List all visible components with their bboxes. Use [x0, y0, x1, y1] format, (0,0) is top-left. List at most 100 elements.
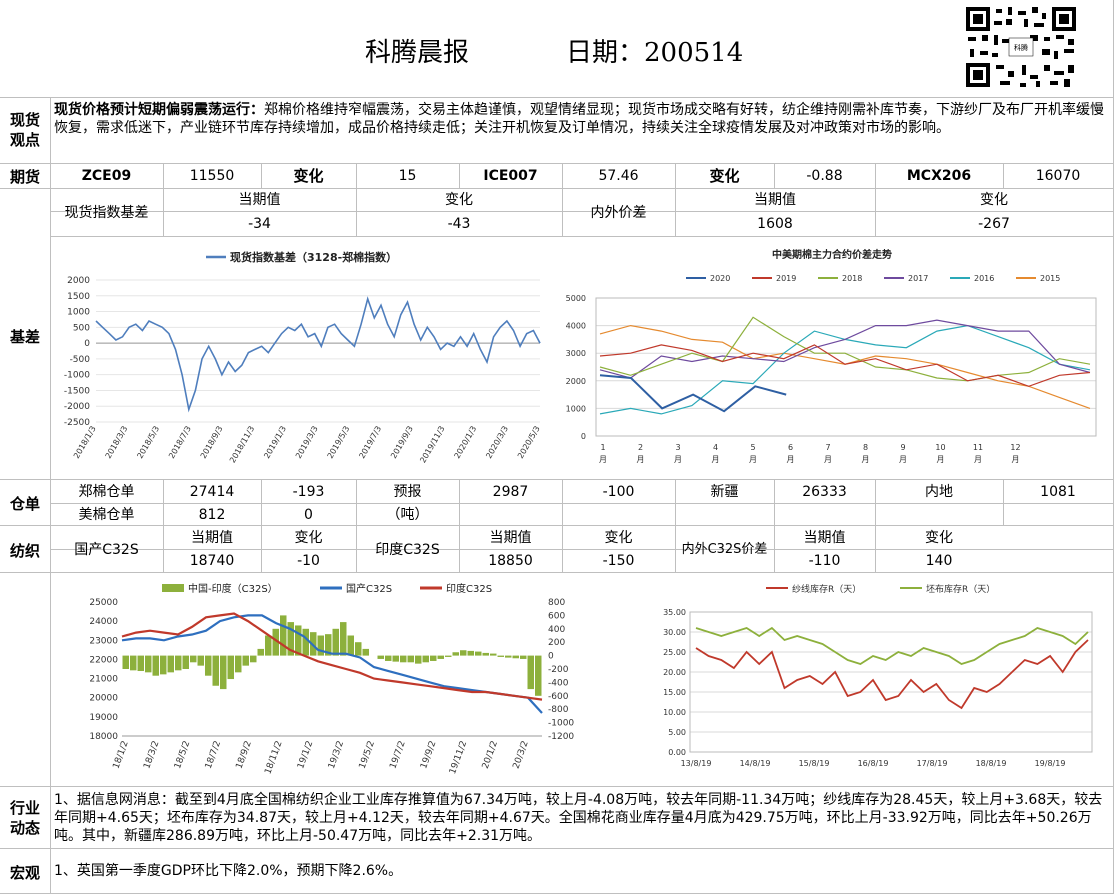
bar-spread [497, 655, 504, 657]
macro-news-text: 1、英国第一季度GDP环比下降2.0%，预期下降2.6%。 [54, 863, 403, 879]
y-right-tick-label: -800 [548, 705, 569, 715]
x-tick-label: 18/5/2 [173, 740, 192, 771]
y-left-tick-label: 19000 [89, 713, 118, 723]
x-tick-label: 2019/5/3 [326, 425, 352, 461]
y-tick-label: 4000 [566, 322, 586, 331]
x-tick-label: 2019/1/3 [262, 425, 288, 461]
bar-spread [272, 628, 279, 656]
x-tick-number: 10 [935, 443, 945, 452]
domestic-change-value: -10 [297, 553, 320, 569]
x-tick-unit: 月 [862, 455, 870, 464]
bar-spread [257, 648, 264, 656]
india-c32s-label: 印度C32S [375, 542, 440, 558]
bar-spread [422, 655, 429, 663]
domestic-current-value: 18740 [189, 553, 235, 569]
x-tick-label: 19/8/19 [1035, 759, 1066, 768]
x-tick-label: 18/7/2 [204, 740, 223, 771]
legend-label: 现货指数基差（3128-郑棉指数） [230, 250, 397, 264]
bar-spread [392, 655, 399, 662]
x-tick-label: 2018/9/3 [199, 425, 225, 461]
warehouse-section-label: 仓单 [9, 495, 40, 513]
y-left-tick-label: 21000 [89, 675, 118, 685]
forecast-value: 2987 [492, 484, 529, 500]
bar-spread [452, 652, 459, 656]
domestic-change-label: 变化 [294, 530, 323, 546]
series-line-2018 [599, 316, 1091, 382]
bar-spread [212, 655, 219, 686]
ice-change: -0.88 [806, 168, 843, 184]
ice-price: 57.46 [598, 168, 639, 184]
x-tick-unit: 月 [712, 455, 720, 464]
bar-spread [295, 625, 302, 656]
bar-spread [197, 655, 204, 666]
x-tick-unit: 月 [674, 455, 682, 464]
view-section-label: 现货 观点 [9, 111, 40, 149]
y-tick-label: -500 [70, 355, 91, 365]
legend-label: 中国-印度（C32S） [188, 582, 278, 595]
y-right-tick-label: -200 [548, 665, 569, 675]
plot-frame [689, 611, 1093, 753]
x-tick-label: 18/1/2 [112, 740, 131, 771]
x-tick-number: 5 [750, 443, 755, 452]
bar-spread [175, 655, 182, 671]
bar-spread [355, 642, 362, 656]
spread-current-label: 当期值 [754, 192, 796, 208]
market-view-body: 郑棉价格维持窄幅震荡，交易主体趋谨慎，观望情绪显现；现货市场成交略有好转，纺企维… [54, 102, 1104, 136]
x-tick-label: 2018/1/3 [72, 425, 98, 461]
bar-spread [400, 655, 407, 663]
y-tick-label: 0 [84, 339, 90, 349]
bar-spread [205, 655, 212, 676]
legend-label: 坯布库存R（天） [926, 583, 995, 595]
forecast-unit: （吨） [386, 507, 429, 523]
us-receipt-label: 美棉仓单 [78, 507, 135, 523]
x-tick-label: 15/8/19 [799, 759, 830, 768]
bar-spread [190, 655, 197, 663]
report-date: 日期：200514 [566, 38, 744, 68]
series-line-2015 [599, 324, 1091, 409]
x-tick-label: 16/8/19 [858, 759, 889, 768]
x-tick-unit: 月 [637, 455, 645, 464]
x-tick-unit: 月 [599, 455, 607, 464]
legend-label-2019: 2019 [776, 274, 796, 283]
x-tick-number: 9 [900, 443, 905, 452]
y-tick-label: 15.00 [663, 688, 686, 697]
inventory-days-chart: 纱线库存R（天） 坯布库存R（天） 35.00 30.00 25.00 20.00 15.0… [663, 583, 1093, 768]
us-receipt-change: 0 [304, 507, 313, 523]
x-tick-label: 2018/3/3 [104, 425, 130, 461]
x-tick-label: 18/11/2 [263, 740, 284, 776]
inland-value: 1081 [1040, 484, 1076, 500]
spread-c32s-current-value: -110 [808, 553, 841, 569]
zheng-receipt-value: 27414 [189, 484, 235, 500]
bar-spread [535, 655, 542, 696]
domestic-c32s-label: 国产C32S [74, 542, 139, 558]
y-left-tick-label: 23000 [89, 636, 118, 646]
zheng-receipt-label: 郑棉仓单 [78, 484, 135, 500]
series-line-纱线库存R（天） [695, 639, 1089, 710]
india-current-label: 当期值 [489, 530, 532, 546]
y-tick-label: 0.00 [668, 748, 686, 757]
legend-swatch [162, 584, 184, 592]
y-right-tick-label: 200 [548, 638, 565, 648]
bar-spread [340, 622, 347, 656]
basis-change-label: 变化 [445, 192, 473, 208]
y-right-tick-label: 600 [548, 611, 565, 621]
x-tick-label: 18/3/2 [142, 740, 161, 771]
basis-current-label: 当期值 [238, 192, 281, 208]
basis-change-value: -43 [447, 216, 471, 232]
x-tick-number: 1 [600, 443, 605, 452]
mcx-price: 16070 [1035, 168, 1081, 184]
forecast-label: 预报 [393, 484, 422, 500]
bar-spread [250, 655, 257, 663]
zce-contract: ZCE09 [81, 168, 132, 184]
bar-spread [362, 648, 369, 656]
series-line-2019 [599, 344, 1091, 387]
futures-section-label: 期货 [9, 168, 40, 186]
y-right-tick-label: -1000 [548, 719, 574, 729]
bar-spread [122, 655, 129, 669]
bar-spread [130, 655, 137, 671]
bar-spread [407, 655, 414, 663]
spread-change-label: 变化 [980, 192, 1008, 208]
bar-spread [385, 655, 392, 661]
bar-spread [445, 655, 452, 657]
x-tick-number: 8 [863, 443, 868, 452]
